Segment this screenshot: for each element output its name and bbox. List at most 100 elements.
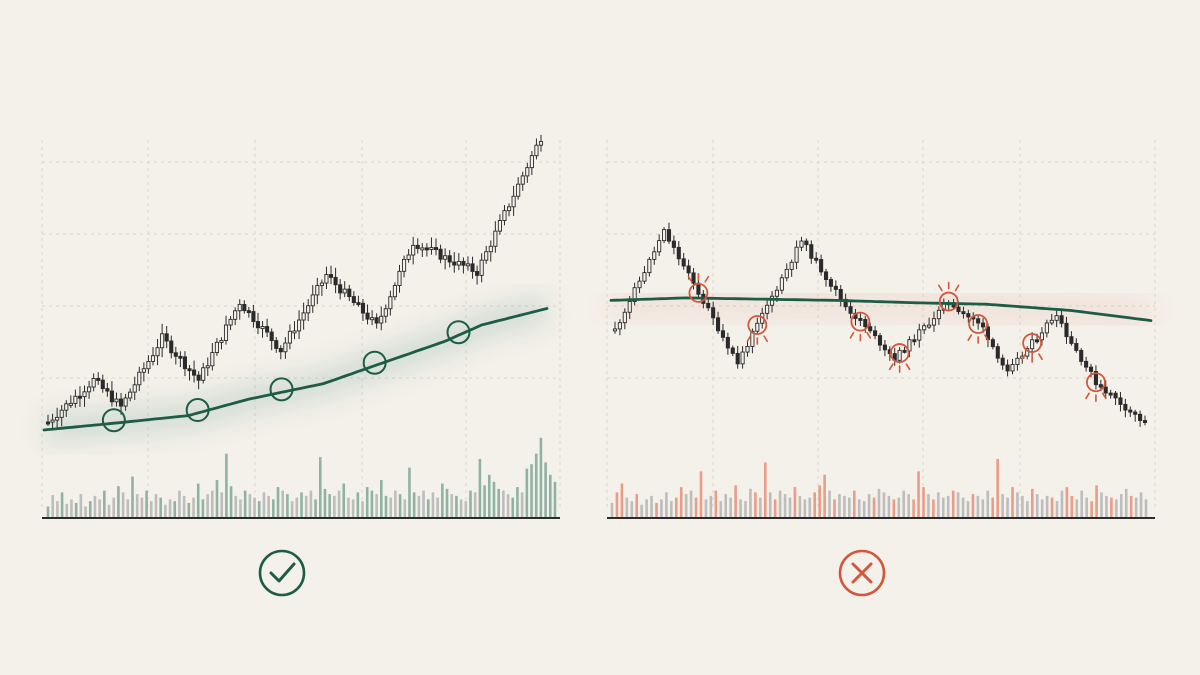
alert-tick xyxy=(746,335,752,343)
right-volume-bar xyxy=(917,471,920,517)
left-candle-body xyxy=(87,386,92,393)
right-candle-body xyxy=(809,244,814,259)
left-volume-bar xyxy=(164,504,167,517)
right-volume-bar xyxy=(833,499,836,517)
left-candle-body xyxy=(506,206,512,212)
right-volume-bar xyxy=(793,487,797,517)
right-candle-body xyxy=(706,302,711,309)
right-volume-bar xyxy=(1040,499,1044,517)
right-candle-body xyxy=(657,240,662,253)
right-candle-body xyxy=(858,318,863,321)
left-candle-body xyxy=(141,368,146,373)
right-volume-bar xyxy=(941,497,945,517)
left-volume-bar xyxy=(243,490,247,517)
right-volume-bar xyxy=(640,504,643,517)
left-candle-body xyxy=(374,317,379,324)
left-volume-bar xyxy=(351,499,355,517)
right-volume-bar xyxy=(927,494,930,517)
left-volume-bar xyxy=(422,490,425,517)
left-volume-bar xyxy=(375,494,378,517)
left-candle-body xyxy=(210,352,215,367)
right-candle-body xyxy=(1005,364,1010,372)
left-volume-bar xyxy=(525,468,529,517)
right-volume-bar xyxy=(759,497,762,517)
left-candle-body xyxy=(228,318,233,326)
right-candle-body xyxy=(1034,339,1040,343)
alert-tick xyxy=(888,363,894,371)
right-volume-bar xyxy=(932,499,935,517)
right-candle-body xyxy=(936,309,941,320)
right-volume-bar xyxy=(986,490,990,517)
left-candle-body xyxy=(470,263,475,272)
right-candle-body xyxy=(931,318,937,326)
left-volume-bar xyxy=(173,501,177,517)
right-volume-bar xyxy=(1080,490,1084,517)
left-volume-bar xyxy=(295,497,299,517)
right-volume-bar xyxy=(991,497,995,517)
left-volume-bar xyxy=(431,492,435,517)
alert-tick xyxy=(1021,353,1027,360)
right-volume-bar xyxy=(709,495,713,517)
left-volume-bar xyxy=(361,501,364,517)
right-volume-bar xyxy=(882,492,886,517)
right-moving-average-line xyxy=(609,296,1153,322)
right-volume-bar xyxy=(808,497,812,517)
left-volume-bar xyxy=(79,494,83,517)
right-volume-bar xyxy=(1050,497,1054,517)
right-volume-bar xyxy=(1100,492,1103,517)
right-candle-body xyxy=(779,277,784,291)
left-volume-bar xyxy=(342,483,346,517)
left-volume-bar xyxy=(154,494,158,517)
right-volume-bar xyxy=(828,490,831,517)
left-candle-body xyxy=(319,282,324,287)
right-candle-body xyxy=(789,261,794,270)
alert-tick xyxy=(905,363,911,371)
left-candle-body xyxy=(338,284,343,294)
alert-tick xyxy=(1038,353,1043,360)
left-volume-bar xyxy=(112,497,116,517)
right-volume-bar xyxy=(620,483,624,517)
good-trend-panel xyxy=(41,134,561,597)
left-candle-body xyxy=(118,398,124,407)
left-volume-bar xyxy=(380,480,383,517)
left-volume-bar xyxy=(215,480,219,517)
left-candle-body xyxy=(173,352,178,357)
left-candle-body xyxy=(538,141,544,146)
right-candle-body xyxy=(927,324,932,328)
right-candle-body xyxy=(1000,357,1005,366)
left-candle-body xyxy=(73,395,78,404)
right-volume-bar xyxy=(1030,488,1034,517)
right-volume-bar xyxy=(630,501,634,517)
right-candle-body xyxy=(897,349,902,361)
right-candle-body xyxy=(976,318,981,324)
right-volume-bar xyxy=(778,490,782,517)
left-candle-body xyxy=(351,296,356,304)
left-candle-body xyxy=(192,369,197,376)
left-candle-body xyxy=(128,391,133,399)
left-volume-bar xyxy=(483,485,486,517)
left-candle-body xyxy=(64,403,69,411)
right-volume-bar xyxy=(1134,497,1138,517)
right-candle-body xyxy=(868,326,873,332)
right-candle-body xyxy=(1064,322,1069,338)
right-volume-bar xyxy=(887,495,891,517)
left-candle-body xyxy=(438,248,443,260)
right-volume-bar xyxy=(803,499,807,517)
right-volume-bar xyxy=(1035,494,1039,517)
left-volume-bar xyxy=(225,453,228,517)
right-volume-bar xyxy=(1060,490,1064,517)
left-volume-bar xyxy=(239,499,242,517)
left-candle-body xyxy=(201,367,206,381)
right-candle-body xyxy=(877,335,883,346)
alert-tick xyxy=(984,334,989,341)
right-candle-body xyxy=(696,282,701,295)
left-volume-bar xyxy=(93,495,97,517)
left-candle-body xyxy=(55,416,60,421)
right-candle-body xyxy=(1059,315,1064,324)
left-volume-bar xyxy=(520,492,524,517)
right-candle-body xyxy=(1049,319,1054,324)
left-candle-body xyxy=(219,339,224,343)
left-candle-body xyxy=(502,210,507,221)
right-volume-bar xyxy=(1055,501,1059,517)
left-moving-average-line xyxy=(42,307,549,432)
